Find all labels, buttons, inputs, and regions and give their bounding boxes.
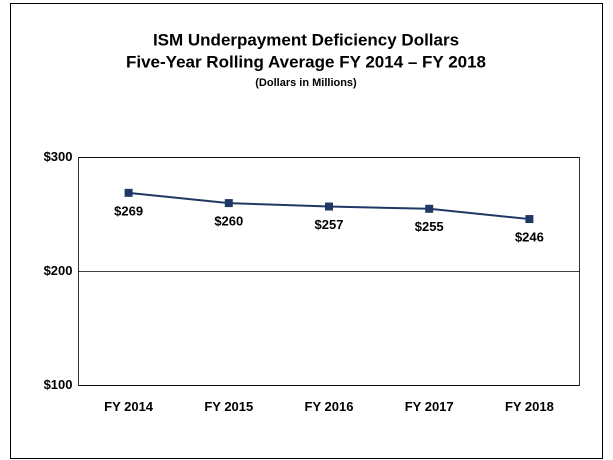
y-tick-label: $100 xyxy=(44,377,73,392)
marker xyxy=(124,188,133,197)
y-tick-label: $200 xyxy=(44,263,73,278)
chart-note: (Dollars in Millions) xyxy=(255,77,357,89)
data-label: $260 xyxy=(214,214,243,229)
x-tick-label: FY 2017 xyxy=(405,399,454,414)
x-tick-label: FY 2016 xyxy=(305,399,354,414)
data-label: $255 xyxy=(415,219,444,234)
data-label: $257 xyxy=(315,217,344,232)
x-tick-label: FY 2015 xyxy=(204,399,253,414)
marker xyxy=(325,202,333,211)
x-tick-label: FY 2018 xyxy=(505,399,554,414)
chart-title: ISM Underpayment Deficiency Dollars xyxy=(153,30,459,49)
chart-border xyxy=(10,3,603,459)
marker xyxy=(224,199,233,208)
data-label: $246 xyxy=(515,229,544,244)
data-label: $269 xyxy=(114,203,143,218)
chart-subtitle: Five-Year Rolling Average FY 2014 – FY 2… xyxy=(126,52,486,71)
marker xyxy=(525,215,534,224)
x-tick-label: FY 2014 xyxy=(104,399,154,414)
marker xyxy=(425,204,434,213)
y-tick-label: $300 xyxy=(44,149,73,164)
